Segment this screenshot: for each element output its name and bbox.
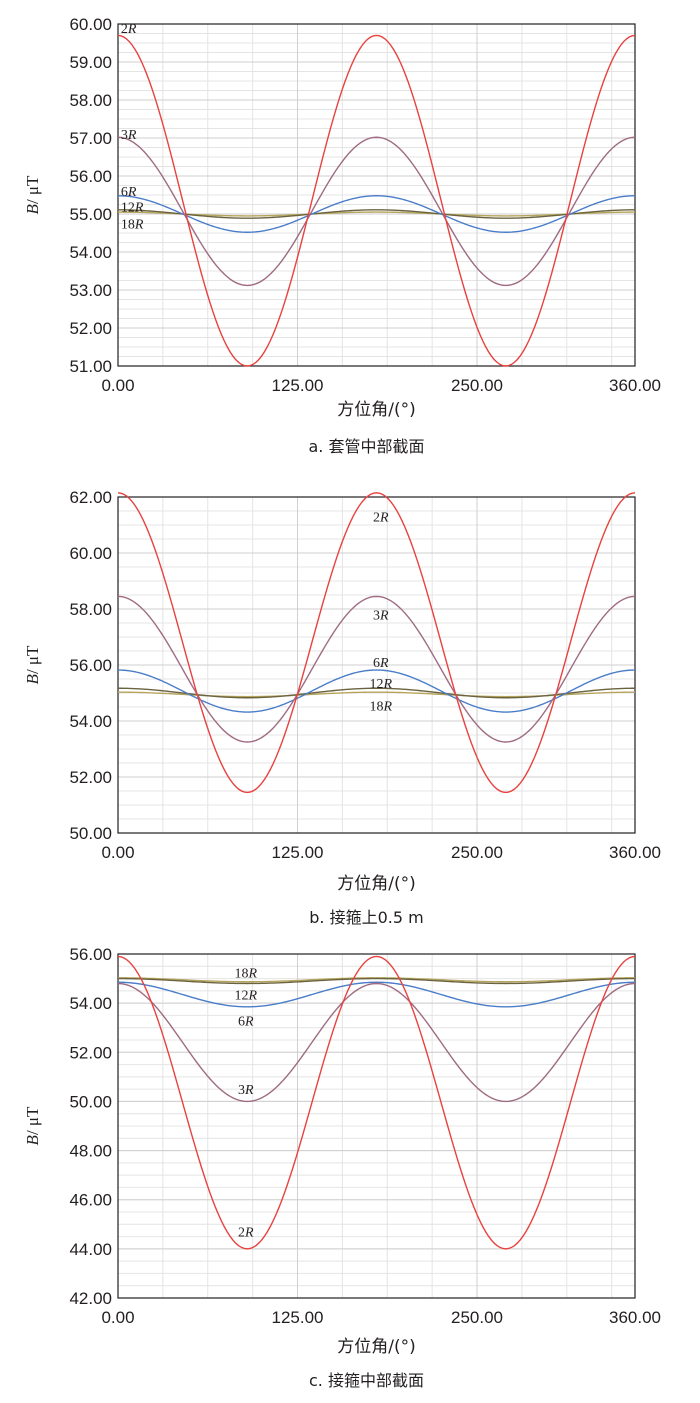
y-tick-label: 42.00 xyxy=(69,1289,112,1308)
x-tick-label: 0.00 xyxy=(101,376,134,395)
y-tick-label: 60.00 xyxy=(69,15,112,34)
series-label-3R: 3R xyxy=(238,1083,254,1098)
x-axis-title: 方位角/(°) xyxy=(337,874,416,894)
y-tick-label: 50.00 xyxy=(69,824,112,843)
y-tick-label: 50.00 xyxy=(69,1092,112,1111)
series-label-3R: 3R xyxy=(373,609,389,624)
y-tick-label: 58.00 xyxy=(69,91,112,110)
y-tick-label: 53.00 xyxy=(69,281,112,300)
series-label-12R: 12R xyxy=(370,677,393,692)
series-line-18R xyxy=(118,211,635,217)
series-line-18R xyxy=(117,977,636,983)
x-tick-label: 0.00 xyxy=(101,1308,134,1327)
series-label-6R: 6R xyxy=(238,1014,254,1029)
series-line-3R xyxy=(117,982,636,1103)
y-tick-label: 55.00 xyxy=(69,205,112,224)
grid xyxy=(117,23,636,367)
series-line-3R xyxy=(117,595,636,743)
x-axis-title: 方位角/(°) xyxy=(337,400,416,420)
panel-caption: c. 接箍中部截面 xyxy=(309,1371,424,1390)
y-tick-label: 52.00 xyxy=(69,319,112,338)
series-label-2R: 2R xyxy=(373,511,389,526)
series-line-12R xyxy=(117,687,636,699)
y-tick-label: 56.00 xyxy=(69,167,112,186)
y-axis-title: B/ μT xyxy=(23,1106,42,1145)
grid xyxy=(117,953,636,1299)
x-tick-label: 250.00 xyxy=(451,1308,503,1327)
y-tick-label: 51.00 xyxy=(69,357,112,376)
x-axis-title: 方位角/(°) xyxy=(337,1337,416,1357)
series-line-6R xyxy=(117,981,636,1008)
series-label-2R: 2R xyxy=(238,1226,254,1241)
x-tick-label: 360.00 xyxy=(609,376,661,395)
series-label-12R: 12R xyxy=(235,989,258,1004)
grid xyxy=(117,496,636,834)
series-label-6R: 6R xyxy=(121,185,137,200)
x-tick-label: 125.00 xyxy=(272,843,324,862)
y-tick-label: 52.00 xyxy=(69,768,112,787)
series-line-3R xyxy=(117,136,636,287)
x-tick-label: 250.00 xyxy=(451,376,503,395)
series-label-6R: 6R xyxy=(373,656,389,671)
y-tick-label: 46.00 xyxy=(69,1191,112,1210)
x-tick-label: 125.00 xyxy=(272,1308,324,1327)
y-tick-label: 62.00 xyxy=(69,488,112,507)
plot-frame xyxy=(117,23,636,367)
y-tick-label: 60.00 xyxy=(69,544,112,563)
series-line-12R xyxy=(117,209,636,219)
series-line-6R xyxy=(117,669,636,713)
x-tick-label: 0.00 xyxy=(101,843,134,862)
y-tick-label: 56.00 xyxy=(69,945,112,964)
y-tick-label: 54.00 xyxy=(69,712,112,731)
series-line-2R xyxy=(117,492,636,794)
x-tick-label: 360.00 xyxy=(609,843,661,862)
plot-frame xyxy=(117,496,636,834)
y-tick-label: 54.00 xyxy=(69,243,112,262)
series-label-18R: 18R xyxy=(121,218,144,233)
x-tick-label: 250.00 xyxy=(451,843,503,862)
y-tick-label: 56.00 xyxy=(69,656,112,675)
series-label-18R: 18R xyxy=(370,700,393,715)
series-line-2R xyxy=(117,955,636,1250)
y-tick-label: 44.00 xyxy=(69,1240,112,1259)
panel-caption: b. 接箍上0.5 m xyxy=(309,908,423,927)
series-label-2R: 2R xyxy=(121,22,137,37)
panel-caption: a. 套管中部截面 xyxy=(309,437,425,456)
chart-panel-1: 51.00 52.00 53.00 54.00 55.00 56.00 57.00 58.00… xyxy=(23,15,661,456)
chart-panel-3: 42.00 44.00 46.00 48.00 50.00 52.00 54.00 56.00… xyxy=(23,945,661,1390)
y-tick-label: 54.00 xyxy=(69,994,112,1013)
x-tick-label: 125.00 xyxy=(272,376,324,395)
series-line-12R xyxy=(117,977,636,985)
y-tick-label: 58.00 xyxy=(69,600,112,619)
chart-panel-2: 50.00 52.00 54.00 56.00 58.00 60.00 62.00 0.00 1… xyxy=(23,488,661,927)
y-tick-label: 48.00 xyxy=(69,1142,112,1161)
y-tick-label: 57.00 xyxy=(69,129,112,148)
plot-frame xyxy=(117,953,636,1299)
y-axis-title: B/ μT xyxy=(23,645,42,684)
y-tick-label: 59.00 xyxy=(69,53,112,72)
x-tick-label: 360.00 xyxy=(609,1308,661,1327)
series-label-12R: 12R xyxy=(121,200,144,215)
series-line-2R xyxy=(117,34,636,367)
y-axis-title: B/ μT xyxy=(23,175,42,214)
series-line-6R xyxy=(117,195,636,233)
series-label-3R: 3R xyxy=(121,128,137,143)
y-tick-label: 52.00 xyxy=(69,1043,112,1062)
series-label-18R: 18R xyxy=(235,966,258,981)
